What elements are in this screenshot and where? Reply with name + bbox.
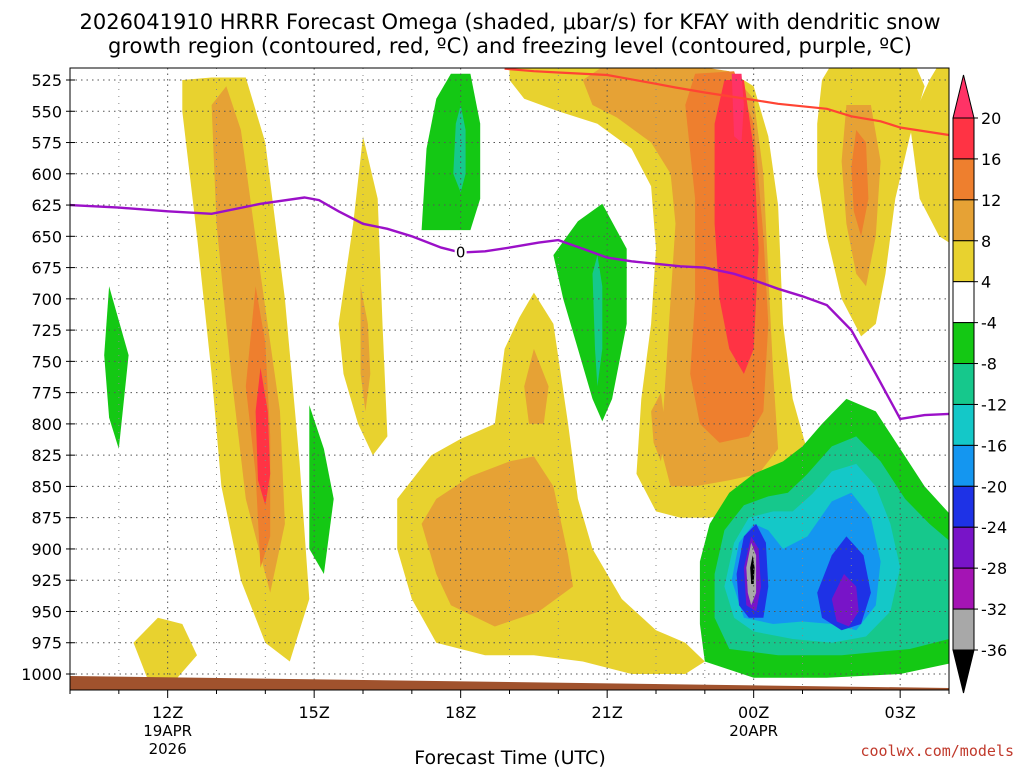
y-tick-label: 850: [31, 477, 62, 496]
freezing-level-label: 0: [456, 244, 466, 262]
omega-region-downdraft-upper-18z: [421, 73, 481, 231]
x-tick-label: 00Z: [738, 703, 769, 722]
omega-region-updraft-small-orange-22z: [651, 392, 666, 462]
colorbar-label: -16: [981, 436, 1007, 455]
colorbar-swatch: [952, 526, 975, 569]
colorbar-label: 16: [981, 150, 1001, 169]
y-tick-label: 675: [31, 259, 62, 278]
colorbar-swatch: [952, 199, 975, 242]
x-tick-label: 15Z: [299, 703, 330, 722]
omega-region-updraft-strong-core-red: [714, 80, 759, 374]
colorbar-label: 8: [981, 232, 991, 251]
omega-region-updraft-band-1-peak: [255, 367, 271, 506]
y-tick-label: 875: [31, 509, 62, 528]
omega-region-downdraft-lower-right-purple-2: [831, 574, 859, 627]
y-tick-label: 625: [31, 196, 62, 215]
y-tick-label: 1000: [21, 665, 62, 684]
x-axis-label: Forecast Time (UTC): [414, 747, 605, 768]
colorbar-swatch: [952, 363, 975, 405]
colorbar-label: -12: [981, 395, 1007, 414]
omega-colorbar: 20 16 12 8 4 -4 -8 -12 -16 -20 -24 -28 -32 -36: [952, 74, 1007, 694]
x-tick-year: 2026: [149, 740, 187, 758]
colorbar-swatch: [952, 117, 975, 160]
colorbar-label: -4: [981, 314, 997, 333]
omega-region-downdraft-lower-right-black: [750, 555, 755, 584]
y-tick-label: 525: [31, 71, 62, 90]
grid-lines: [70, 68, 949, 690]
colorbar-arrow-bottom: [952, 649, 975, 694]
omega-region-downdraft-15z: [309, 405, 334, 574]
y-tick-label: 950: [31, 602, 62, 621]
omega-region-updraft-upper-right-orange: [851, 130, 869, 237]
dendritic-growth-contour: [504, 68, 949, 137]
omega-region-downdraft-low-left: [104, 286, 129, 449]
x-tick-label: 18Z: [445, 703, 476, 722]
colorbar-label: -8: [981, 355, 997, 374]
y-tick-label: 575: [31, 134, 62, 153]
y-tick-label: 925: [31, 571, 62, 590]
x-tick-label: 03Z: [885, 703, 916, 722]
freezing-level-label-bg: [454, 244, 467, 261]
colorbar-label: -24: [981, 518, 1007, 537]
terrain-surface: [70, 676, 949, 690]
colorbar-swatch: [952, 567, 975, 610]
freezing-level-contour: [70, 196, 949, 421]
y-tick-label: 550: [31, 102, 62, 121]
omega-region-downdraft-upper-18z-core: [453, 105, 466, 193]
omega-region-updraft-small-sw: [133, 617, 197, 681]
colorbar-swatch: [952, 403, 975, 446]
y-tick-label: 725: [31, 321, 62, 340]
x-tick-label: 21Z: [592, 703, 623, 722]
source-credit: coolwx.com/models: [860, 742, 1014, 760]
y-tick-label: 650: [31, 227, 62, 246]
omega-region-updraft-mid-15z: [338, 136, 388, 456]
colorbar-swatch: [952, 158, 975, 201]
colorbar-label: 4: [981, 273, 991, 292]
omega-region-updraft-lower-mid-upper-core: [524, 348, 549, 424]
colorbar-label: -20: [981, 477, 1007, 496]
chart-title-line-1: 2026041910 HRRR Forecast Omega (shaded, …: [79, 10, 940, 34]
colorbar-label: -36: [981, 641, 1007, 660]
omega-region-updraft-mid-15z-core: [360, 286, 371, 412]
x-tick-date: 19APR: [143, 722, 192, 740]
x-tick-date: 20APR: [729, 722, 778, 740]
y-tick-label: 825: [31, 446, 62, 465]
omega-region-updraft-lower-mid-core: [421, 456, 573, 627]
colorbar-label: 20: [981, 109, 1001, 128]
colorbar-label: -32: [981, 600, 1007, 619]
colorbar-swatch: [952, 608, 975, 651]
x-tick-label: 12Z: [152, 703, 183, 722]
omega-region-downdraft-21z-core: [592, 255, 603, 387]
y-tick-label: 800: [31, 415, 62, 434]
colorbar-label: -28: [981, 559, 1007, 578]
y-axis-pressure-ticks: 525 550 575 600 625 650 675 700 725 750 775 800 825 8…: [21, 71, 75, 684]
colorbar-swatch: [952, 444, 975, 487]
omega-shaded-regions: [104, 68, 949, 681]
colorbar-swatch: [952, 240, 975, 283]
colorbar-swatch: [952, 281, 975, 324]
y-tick-label: 975: [31, 634, 62, 653]
colorbar-swatch: [952, 322, 975, 365]
y-tick-label: 600: [31, 165, 62, 184]
chart-title-line-2: growth region (contoured, red, ºC) and f…: [108, 34, 912, 58]
colorbar-label: 12: [981, 191, 1001, 210]
omega-region-updraft-strong-core-magenta: [731, 73, 744, 143]
y-tick-label: 750: [31, 352, 62, 371]
y-tick-label: 900: [31, 540, 62, 559]
colorbar-swatch: [952, 485, 975, 528]
y-tick-label: 775: [31, 384, 62, 403]
y-tick-label: 700: [31, 290, 62, 309]
plot-area: 0: [70, 68, 949, 690]
